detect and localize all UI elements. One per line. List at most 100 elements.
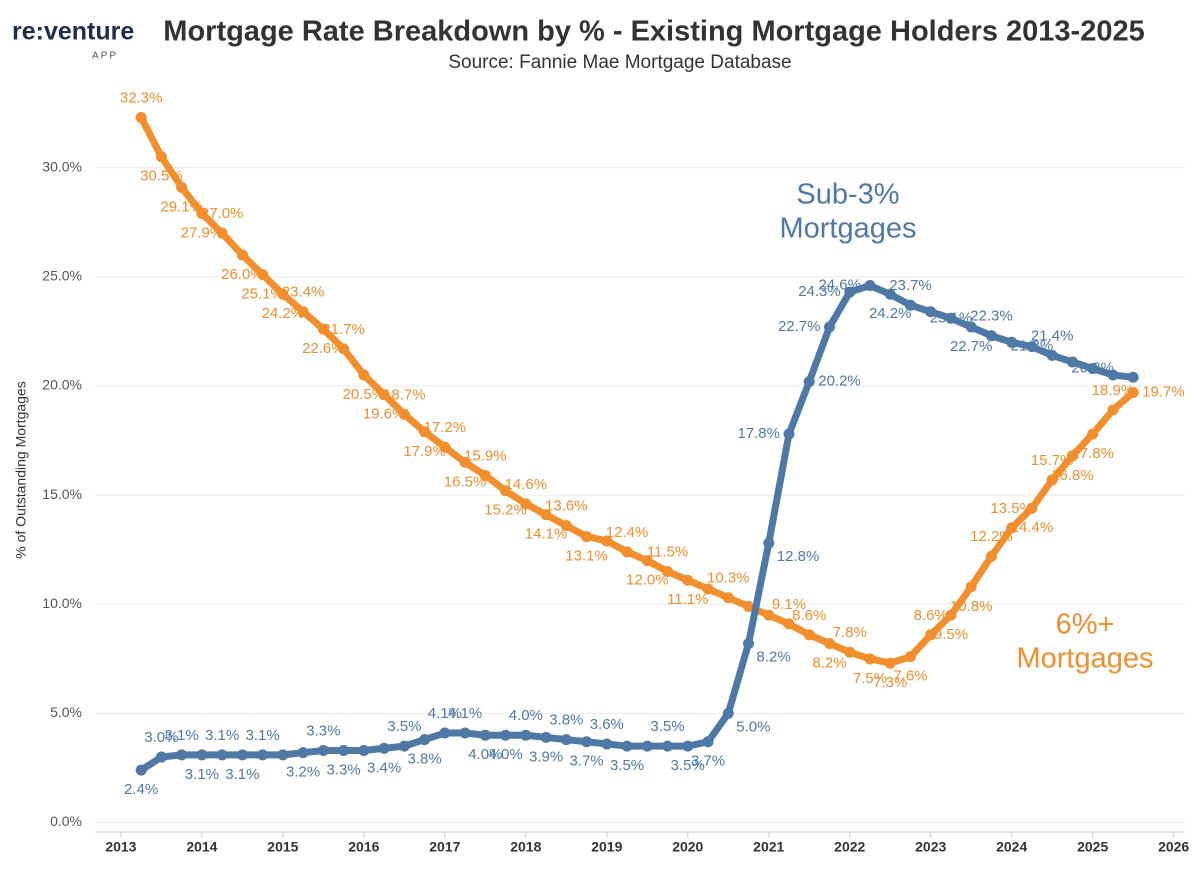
data-label: 27.9%: [181, 224, 224, 241]
data-label: 22.7%: [950, 338, 993, 355]
point: [641, 555, 653, 567]
x-tick-label: 2023: [915, 839, 946, 855]
point: [884, 657, 896, 669]
data-label: 19.6%: [363, 406, 406, 423]
point: [540, 509, 552, 521]
data-label: 3.4%: [367, 759, 401, 776]
data-label: 29.1%: [160, 198, 203, 215]
point: [439, 727, 451, 739]
point: [459, 456, 471, 468]
point: [135, 111, 147, 123]
point: [702, 583, 714, 595]
x-tick-label: 2025: [1077, 839, 1108, 855]
point: [338, 343, 350, 355]
point: [965, 321, 977, 333]
data-label: 17.9%: [403, 443, 446, 460]
point: [601, 535, 613, 547]
point: [236, 749, 248, 761]
point: [358, 745, 370, 757]
data-label: 17.8%: [737, 425, 780, 442]
point: [520, 498, 532, 510]
point: [783, 618, 795, 630]
point: [176, 749, 188, 761]
y-tick-label: 15.0%: [42, 486, 82, 502]
x-tick-label: 2024: [996, 839, 1027, 855]
data-label: 23.1%: [930, 309, 973, 326]
x-tick-label: 2026: [1158, 839, 1189, 855]
data-label: 3.0%: [144, 729, 178, 746]
annotation: Mortgages: [1016, 643, 1153, 675]
point: [135, 764, 147, 776]
point: [1046, 349, 1058, 361]
data-label: 12.0%: [626, 572, 669, 589]
data-label: 4.1%: [428, 705, 462, 722]
chart-title: Mortgage Rate Breakdown by % - Existing …: [163, 16, 1144, 48]
series: 2.4%3.0%3.1%3.1%3.1%3.1%3.1%3.2%3.3%3.3%…: [124, 277, 1139, 798]
point: [945, 609, 957, 621]
y-axis-label: % of Outstanding Mortgages: [13, 381, 29, 558]
point: [378, 389, 390, 401]
point: [763, 537, 775, 549]
data-label: 3.8%: [549, 712, 583, 729]
point: [398, 408, 410, 420]
point: [985, 330, 997, 342]
data-label: 3.1%: [185, 766, 219, 783]
series: 32.3% 30.5% 29.1% 27.9% 27.0% 26.0% 25.1% 24.2%…: [120, 89, 1185, 691]
point: [1026, 341, 1038, 353]
data-label: 23.4%: [282, 284, 325, 301]
point: [540, 731, 552, 743]
data-label: 3.8%: [407, 751, 441, 768]
data-label: 18.9%: [1092, 382, 1135, 399]
data-label: 7.6%: [893, 668, 927, 685]
point: [196, 208, 208, 220]
point: [601, 738, 613, 750]
data-label: 13.5%: [990, 500, 1033, 517]
point: [682, 740, 694, 752]
data-label: 8.6%: [792, 607, 826, 624]
data-label: 12.8%: [777, 548, 820, 565]
point: [1107, 369, 1119, 381]
point: [1087, 428, 1099, 440]
point: [297, 747, 309, 759]
point: [864, 653, 876, 665]
point: [662, 740, 674, 752]
y-tick-label: 25.0%: [42, 268, 82, 284]
point: [844, 286, 856, 298]
data-label: 3.5%: [650, 718, 684, 735]
data-label: 7.3%: [873, 674, 907, 691]
data-label: 4.0%: [468, 746, 502, 763]
point: [398, 740, 410, 752]
data-label: 12.4%: [606, 524, 649, 541]
logo: re:venture: [12, 18, 134, 46]
point: [904, 651, 916, 663]
point: [257, 749, 269, 761]
point: [581, 736, 593, 748]
x-tick-label: 2015: [267, 839, 298, 855]
point: [1026, 502, 1038, 514]
data-label: 22.3%: [970, 308, 1013, 325]
data-label: 4.0%: [488, 746, 522, 763]
data-label: 14.1%: [525, 526, 568, 543]
data-label: 2.4%: [124, 781, 158, 798]
point: [257, 269, 269, 281]
point: [783, 428, 795, 440]
data-label: 5.0%: [736, 718, 770, 735]
data-label: 3.7%: [569, 753, 603, 770]
point: [560, 520, 572, 532]
data-label: 17.8%: [1071, 445, 1114, 462]
x-tick-label: 2020: [672, 839, 703, 855]
data-label: 24.3%: [798, 283, 841, 300]
point: [419, 426, 431, 438]
data-label: 14.6%: [505, 476, 548, 493]
data-label: 13.1%: [565, 548, 608, 565]
data-label: 15.9%: [464, 447, 507, 464]
data-label: 9.5%: [934, 626, 968, 643]
data-label: 12.2%: [970, 528, 1013, 545]
y-tick-label: 5.0%: [50, 704, 82, 720]
point: [925, 629, 937, 641]
chart-subtitle: Source: Fannie Mae Mortgage Database: [448, 52, 791, 73]
data-label: 17.2%: [424, 419, 467, 436]
data-label: 3.2%: [286, 764, 320, 781]
x-tick-label: 2019: [591, 839, 622, 855]
